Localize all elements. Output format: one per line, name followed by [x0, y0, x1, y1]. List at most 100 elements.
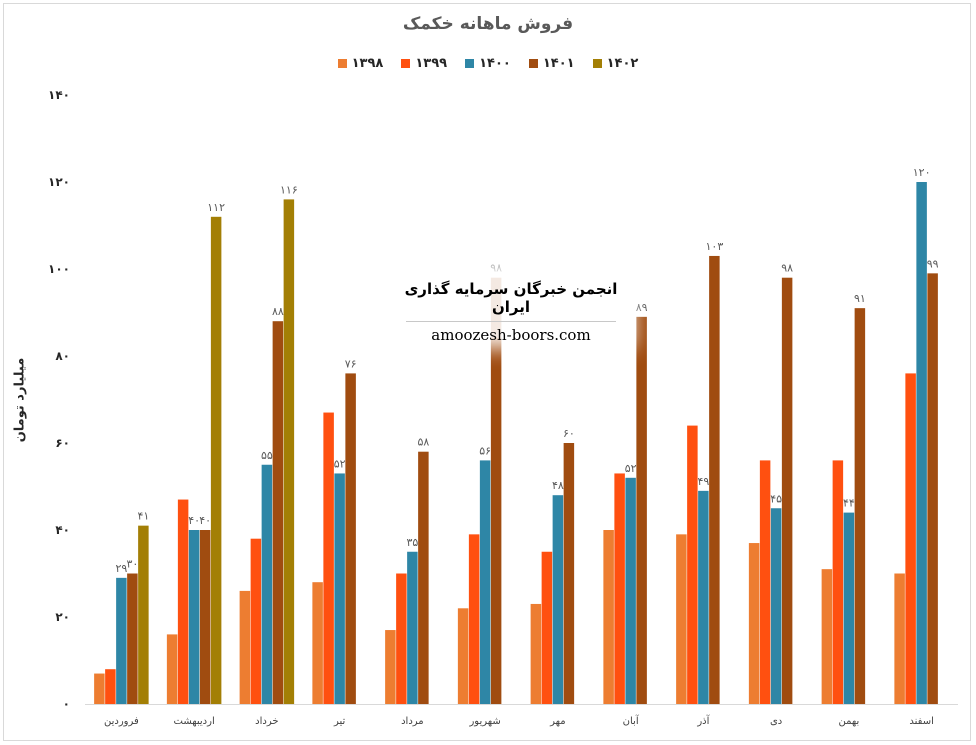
data-label: ۱۰۳ — [706, 240, 724, 253]
data-label: ۳۵ — [406, 536, 418, 549]
watermark-url: amoozesh-boors.com — [431, 326, 591, 344]
legend-swatch — [465, 59, 475, 68]
x-tick-label: بهمن — [838, 716, 859, 727]
bar-0-5 — [457, 608, 469, 704]
bar-1-1 — [177, 499, 189, 704]
bar-3-1 — [199, 530, 211, 704]
bar-3-5 — [490, 277, 502, 704]
legend-swatch — [401, 59, 411, 68]
y-tick-label: ۰ — [63, 697, 70, 711]
bar-3-10 — [854, 308, 866, 704]
data-label: ۴۵ — [770, 492, 782, 505]
data-label: ۹۸ — [490, 262, 502, 275]
bar-4-1 — [210, 216, 222, 705]
data-label: ۹۸ — [781, 262, 793, 275]
bar-3-8 — [709, 255, 720, 704]
bar-1-0 — [105, 669, 116, 704]
legend-label: ۱۴۰۲ — [606, 56, 639, 71]
bar-3-6 — [563, 443, 575, 704]
bar-0-0 — [94, 673, 105, 704]
data-label: ۱۱۲ — [207, 201, 225, 214]
data-label: ۲۹ — [115, 562, 127, 575]
x-tick-label: خرداد — [255, 716, 278, 727]
data-label: ۹۹ — [927, 257, 939, 270]
data-label: ۶۰ — [563, 427, 575, 440]
data-label: ۴۱ — [137, 510, 149, 523]
bar-2-2 — [261, 464, 273, 704]
data-label: ۹۱ — [854, 292, 866, 305]
x-tick-label: دی — [770, 716, 782, 727]
bar-3-7 — [636, 316, 647, 704]
bar-0-3 — [312, 582, 323, 704]
watermark-title: انجمن خبرگان سرمایه گذاری ایران — [404, 280, 618, 316]
x-tick-label: اردیبهشت — [174, 716, 215, 727]
bar-1-9 — [759, 460, 771, 704]
bar-0-2 — [239, 590, 251, 704]
bar-1-3 — [323, 412, 334, 704]
bar-0-7 — [603, 530, 614, 704]
data-label: ۵۶ — [479, 444, 491, 457]
data-label: ۴۴ — [843, 497, 855, 510]
bar-1-10 — [832, 460, 844, 704]
bar-2-6 — [552, 495, 564, 704]
bar-2-5 — [479, 460, 491, 704]
bar-1-7 — [614, 473, 625, 704]
watermark-divider — [406, 321, 616, 322]
data-label: ۱۲۰ — [913, 166, 931, 179]
legend-swatch — [337, 59, 347, 68]
x-tick-label: آذر — [696, 714, 710, 727]
legend-item: ۱۴۰۰ — [465, 56, 511, 71]
bar-1-4 — [396, 573, 407, 704]
legend-item: ۱۳۹۹ — [401, 56, 447, 71]
y-tick-label: ۶۰ — [55, 436, 70, 450]
bar-1-5 — [468, 534, 480, 704]
x-tick-label: فروردین — [104, 716, 139, 727]
data-label: ۵۸ — [417, 436, 429, 449]
y-tick-label: ۸۰ — [55, 349, 70, 363]
bar-4-2 — [283, 199, 295, 704]
legend-swatch — [592, 59, 602, 68]
x-tick-label: مرداد — [401, 716, 424, 727]
x-tick-label: مهر — [549, 716, 565, 727]
bar-2-1 — [188, 530, 200, 704]
data-label: ۷۶ — [345, 357, 357, 370]
bar-3-3 — [345, 373, 356, 704]
data-label: ۵۲ — [625, 462, 637, 475]
chart-title: فروش ماهانه خکمک — [402, 14, 574, 34]
bar-2-9 — [770, 508, 782, 704]
legend-label: ۱۳۹۹ — [415, 56, 448, 71]
data-label: ۴۰ — [188, 514, 200, 527]
data-label: ۱۱۶ — [280, 183, 298, 196]
bar-2-10 — [843, 512, 855, 704]
legend-label: ۱۴۰۰ — [479, 56, 511, 71]
chart-frame — [3, 3, 971, 741]
bar-0-11 — [894, 573, 905, 704]
data-label: ۴۰ — [199, 514, 211, 527]
legend-item: ۱۴۰۱ — [528, 56, 575, 71]
bar-4-0 — [138, 525, 149, 704]
legend-label: ۱۳۹۸ — [351, 56, 384, 71]
chart-legend: ۱۳۹۸ ۱۳۹۹ ۱۴۰۰ ۱۴۰۱ ۱۴۰۲ — [0, 56, 976, 71]
y-tick-label: ۴۰ — [55, 523, 70, 537]
bar-3-11 — [927, 273, 938, 704]
data-label: ۳۰ — [126, 558, 138, 571]
bar-3-0 — [127, 573, 138, 704]
bar-3-4 — [418, 451, 429, 704]
bar-0-10 — [821, 569, 833, 704]
bar-3-2 — [272, 321, 284, 704]
watermark: انجمن خبرگان سرمایه گذاری ایران amoozesh… — [398, 272, 624, 344]
bar-0-6 — [530, 603, 542, 704]
data-label: ۸۸ — [272, 305, 284, 318]
legend-swatch — [528, 59, 538, 68]
bar-3-9 — [781, 277, 793, 704]
y-tick-label: ۱۴۰ — [48, 88, 70, 102]
y-tick-label: ۱۲۰ — [48, 175, 70, 189]
bar-1-6 — [541, 551, 553, 704]
data-label: ۵۵ — [261, 449, 273, 462]
x-tick-label: تیر — [333, 716, 346, 727]
data-label: ۴۸ — [552, 479, 564, 492]
legend-label: ۱۴۰۱ — [542, 56, 575, 71]
bar-2-0 — [116, 577, 127, 704]
bar-2-7 — [625, 477, 636, 704]
y-tick-label: ۲۰ — [55, 610, 70, 624]
